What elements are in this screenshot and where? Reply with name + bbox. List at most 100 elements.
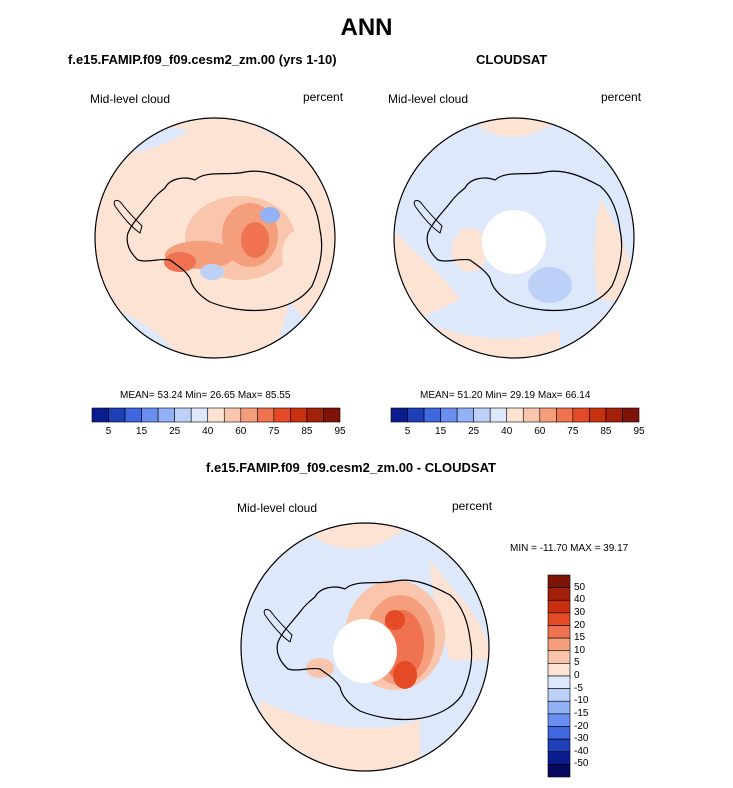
panel1-contour-g: [200, 264, 224, 280]
panel2-colorbar-swatch: [423, 407, 441, 423]
panel3-contour-f: [306, 658, 334, 678]
panel1-colorbar-swatch: [157, 407, 175, 423]
panel2-colorbar-swatch: [556, 407, 574, 423]
panel3-colorbar-swatch: [547, 738, 571, 753]
panel3-units: percent: [452, 499, 493, 513]
panel3-stats: MIN = -11.70 MAX = 39.17: [510, 543, 629, 554]
panel3-colorbar-swatch: [547, 587, 571, 601]
panel3-colorbar-tick-label: -50: [574, 758, 589, 770]
panel1-colorbar-swatch: [174, 407, 192, 423]
panel1-colorbar-swatch: [190, 407, 209, 423]
panel3-colorbar-swatch: [547, 675, 571, 689]
panel2-colorbar-swatch: [407, 407, 425, 423]
panel1-colorbar-swatch: [141, 407, 159, 423]
panel2-stats: MEAN= 51.20 Min= 29.19 Max= 66.14: [420, 390, 591, 401]
panel1-contour-c: [241, 222, 269, 258]
panel1-colorbar-swatch: [290, 407, 308, 423]
panel1-colorbar-swatch: [124, 407, 142, 423]
panel2-colorbar: [390, 407, 640, 423]
panel1-colorbar-swatch: [223, 407, 242, 423]
panel3-colorbar-swatch: [547, 713, 571, 727]
panel2-colorbar-tick-label: 60: [534, 426, 546, 437]
panel1-colorbar-tick-label: 60: [235, 426, 247, 437]
panel3-colorbar-swatch: [547, 612, 571, 626]
panel1-colorbar-tick-label: 40: [202, 426, 214, 437]
panel2-region-e: [594, 200, 634, 300]
panel3-colorbar-swatch: [547, 625, 571, 639]
panel1-units: percent: [303, 90, 344, 104]
panel3-title: f.e15.FAMIP.f09_f09.cesm2_zm.00 - CLOUDS…: [206, 460, 496, 475]
panel1-colorbar-swatch: [91, 407, 109, 423]
panel2-map-border: [393, 117, 635, 359]
panel1-contour-f: [260, 207, 280, 223]
panel2-colorbar-tick-label: 75: [567, 426, 579, 437]
panel3-colorbar-tick-label: -30: [574, 733, 589, 745]
panel3-colorbar-tick-label: -15: [574, 707, 589, 719]
panel2-contour-b: [452, 228, 488, 272]
panel3-colorbar-swatch: [547, 700, 571, 715]
panel1-colorbar-tick-label: 25: [169, 426, 181, 437]
panel1-colorbar: [91, 407, 341, 423]
panel2-region-n: [470, 118, 560, 137]
panel3-map-border: [240, 522, 490, 772]
panel2-colorbar-tick-label: 5: [404, 426, 411, 437]
panel1-map-border: [94, 117, 336, 359]
panel3-contour-e: [385, 610, 405, 630]
panel2-units: percent: [601, 90, 642, 104]
panel2-colorbar-swatch: [473, 407, 491, 423]
panel1-variable-label: Mid-level cloud: [90, 92, 171, 106]
panel1-colorbar-swatch: [306, 407, 324, 423]
panel1-colorbar-tick-label: 75: [268, 426, 280, 437]
panel3-colorbar-swatch: [547, 688, 571, 702]
panel2-colorbar-swatch: [506, 407, 524, 423]
panel2-colorbar-swatch: [539, 407, 557, 423]
panel2-colorbar-tick-label: 25: [468, 426, 480, 437]
panel1-contour-h: [282, 230, 318, 280]
panel1-contour-e: [164, 252, 196, 272]
panel3-missing-data-hole: [333, 619, 397, 683]
panel1-title: f.e15.FAMIP.f09_f09.cesm2_zm.00 (yrs 1-1…: [68, 52, 337, 67]
panel1-colorbar-tick-label: 95: [334, 426, 346, 437]
panel1-stats: MEAN= 53.24 Min= 26.65 Max= 85.55: [120, 390, 291, 401]
panel3-colorbar-tick-label: 40: [574, 594, 586, 606]
panel2-colorbar-swatch: [622, 407, 640, 423]
panel3-colorbar-swatch: [547, 764, 571, 778]
panel1-colorbar-tick-label: 15: [136, 426, 148, 437]
panel2-colorbar-tick-label: 15: [435, 426, 447, 437]
panel3-colorbar-swatch: [547, 574, 571, 588]
panel3-colorbar-tick-label: -40: [574, 745, 589, 757]
panel3-colorbar-tick-label: 0: [574, 670, 580, 681]
panel3-colorbar-tick-label: 30: [574, 606, 586, 618]
panel2-contour-a: [528, 267, 572, 303]
panel2-colorbar-swatch: [589, 407, 607, 423]
panel1-colorbar-tick-label: 85: [301, 426, 313, 437]
panel2-colorbar-swatch: [440, 407, 458, 423]
panel1-colorbar-swatch: [257, 407, 275, 423]
panel2-variable-label: Mid-level cloud: [388, 92, 469, 106]
panel2-map: [393, 117, 635, 359]
panel3-colorbar-tick-label: -10: [574, 695, 589, 707]
panel3-colorbar-swatch: [547, 637, 571, 652]
panel3-contour-d: [393, 661, 417, 689]
panel3-colorbar-tick-label: 10: [574, 644, 586, 656]
figure-title: ANN: [340, 14, 393, 41]
panel2-title: CLOUDSAT: [476, 52, 548, 67]
panel2-colorbar-swatch: [522, 407, 541, 423]
panel3-colorbar-tick-label: 5: [574, 657, 580, 669]
panel3-colorbar-tick-label: 50: [574, 581, 586, 593]
panel2-colorbar-swatch: [489, 407, 508, 423]
panel3-colorbar-swatch: [547, 663, 571, 677]
panel2-colorbar-swatch: [390, 407, 408, 423]
panel2-colorbar-tick-label: 95: [633, 426, 645, 437]
panel3-map: [240, 522, 490, 772]
panel3-colorbar-tick-label: -5: [574, 682, 583, 694]
panel1-map: [94, 117, 336, 359]
panel1-colorbar-swatch: [240, 407, 258, 423]
panel2-colorbar-tick-label: 40: [501, 426, 513, 437]
panel3-colorbar: [547, 574, 571, 778]
panel3-colorbar-swatch: [547, 726, 571, 740]
panel1-colorbar-swatch: [273, 407, 291, 423]
panel3-colorbar-tick-label: 20: [574, 619, 586, 631]
panel3-region-n: [300, 523, 410, 549]
